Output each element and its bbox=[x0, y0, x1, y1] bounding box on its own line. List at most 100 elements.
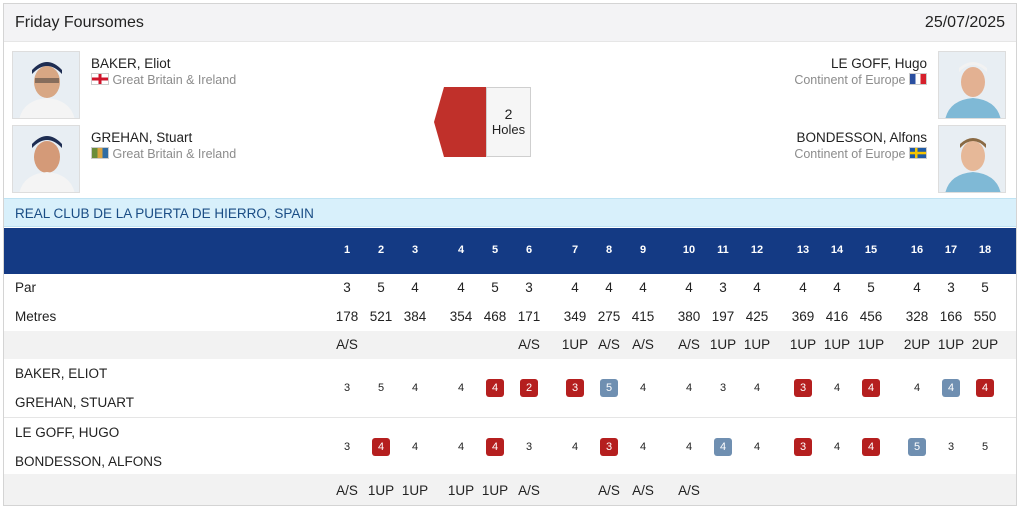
hole-number: 5 bbox=[491, 244, 499, 256]
hole-score: 4 bbox=[446, 438, 476, 456]
hole-score: 4 bbox=[400, 379, 430, 397]
match-status: A/S bbox=[336, 337, 358, 352]
metres-value: 275 bbox=[597, 309, 621, 324]
score-value: 3 bbox=[566, 379, 584, 397]
player-team-label: Great Britain & Ireland bbox=[112, 147, 237, 161]
hole-score: 4 bbox=[628, 379, 658, 397]
hole-score-won: 4 bbox=[856, 379, 886, 397]
hole-score-won: 4 bbox=[480, 379, 510, 397]
hole-score-won: 4 bbox=[970, 379, 1000, 397]
player-le-goff[interactable]: LE GOFF, Hugo Continent of Europe bbox=[606, 51, 1006, 119]
hole-number: 9 bbox=[639, 244, 647, 256]
score-value: 2 bbox=[520, 379, 538, 397]
match-status: A/S bbox=[518, 337, 540, 352]
metres-value: 349 bbox=[563, 309, 587, 324]
leader-arrow-icon bbox=[434, 87, 486, 157]
player-name: LE GOFF, Hugo bbox=[830, 56, 927, 71]
player-baker[interactable]: BAKER, Eliot Great Britain & Ireland bbox=[12, 51, 412, 119]
par-value: 4 bbox=[753, 280, 761, 295]
score-value: 5 bbox=[377, 382, 385, 394]
metres-value: 416 bbox=[825, 309, 849, 324]
score-value: 4 bbox=[639, 441, 647, 453]
hole-score-won: 4 bbox=[936, 379, 966, 397]
par-value: 5 bbox=[867, 280, 875, 295]
metres-value: 468 bbox=[483, 309, 507, 324]
par-value: 5 bbox=[491, 280, 499, 295]
match-status: A/S bbox=[598, 337, 620, 352]
row-divider bbox=[4, 417, 1016, 418]
metres-value: 166 bbox=[939, 309, 963, 324]
team-row-bottom[interactable]: LE GOFF, HUGO BONDESSON, ALFONS 3 4 4 4 4 3 4 3… bbox=[4, 418, 1016, 474]
score-value: 4 bbox=[486, 379, 504, 397]
hole-number: 15 bbox=[864, 244, 878, 256]
score-value: 4 bbox=[833, 441, 841, 453]
result-box: 2 Holes bbox=[486, 87, 531, 157]
hole-score: 5 bbox=[970, 438, 1000, 456]
par-row: Par 3 5 4 4 5 3 4 4 4 4 3 4 4 4 5 4 3 5 bbox=[4, 274, 1016, 303]
player-photo bbox=[12, 125, 80, 193]
metres-row: Metres 178 521 384 354 468 171 349 275 415 380 197… bbox=[4, 303, 1016, 331]
team-player-name: GREHAN, STUART bbox=[15, 395, 135, 410]
par-value: 4 bbox=[571, 280, 579, 295]
metres-value: 328 bbox=[905, 309, 929, 324]
score-value: 3 bbox=[343, 441, 351, 453]
score-value: 4 bbox=[753, 382, 761, 394]
hole-score: 3 bbox=[332, 379, 362, 397]
team-player-name: LE GOFF, HUGO bbox=[15, 425, 120, 440]
match-status: 1UP bbox=[367, 483, 395, 498]
player-grehan[interactable]: GREHAN, Stuart Great Britain & Ireland bbox=[12, 125, 412, 193]
metres-value: 380 bbox=[677, 309, 701, 324]
player-team: Continent of Europe bbox=[794, 147, 927, 161]
match-status: 1UP bbox=[937, 337, 965, 352]
match-status: 2UP bbox=[903, 337, 931, 352]
score-value: 3 bbox=[794, 438, 812, 456]
hole-score: 4 bbox=[822, 438, 852, 456]
hole-number: 17 bbox=[944, 244, 958, 256]
hole-score: 4 bbox=[742, 438, 772, 456]
match-status: A/S bbox=[598, 483, 620, 498]
player-team-label: Continent of Europe bbox=[794, 147, 906, 161]
par-value: 4 bbox=[913, 280, 921, 295]
status-row-bottom: A/S 1UP 1UP 1UP 1UP A/S A/S A/S A/S bbox=[4, 474, 1016, 505]
score-value: 4 bbox=[639, 382, 647, 394]
hole-score: 4 bbox=[674, 379, 704, 397]
score-value: 4 bbox=[714, 438, 732, 456]
score-value: 4 bbox=[685, 382, 693, 394]
score-value: 4 bbox=[411, 441, 419, 453]
player-name: BAKER, Eliot bbox=[91, 56, 171, 71]
par-value: 3 bbox=[719, 280, 727, 295]
par-value: 4 bbox=[685, 280, 693, 295]
hole-score: 4 bbox=[902, 379, 932, 397]
hole-number: 13 bbox=[796, 244, 810, 256]
hole-score-won: 3 bbox=[788, 438, 818, 456]
match-card: Friday Foursomes 25/07/2025 BAKER, Eliot… bbox=[3, 3, 1017, 506]
match-status: 1UP bbox=[561, 337, 589, 352]
metres-value: 550 bbox=[973, 309, 997, 324]
venue-bar: REAL CLUB DE LA PUERTA DE HIERRO, SPAIN bbox=[4, 198, 1016, 227]
score-value: 3 bbox=[525, 441, 533, 453]
score-value: 4 bbox=[942, 379, 960, 397]
hole-score: 4 bbox=[400, 438, 430, 456]
match-status: A/S bbox=[336, 483, 358, 498]
match-status: 1UP bbox=[709, 337, 737, 352]
hole-score: 3 bbox=[332, 438, 362, 456]
hole-number: 4 bbox=[457, 244, 465, 256]
hole-number: 11 bbox=[717, 244, 729, 256]
hole-number: 10 bbox=[682, 244, 696, 256]
score-value: 3 bbox=[794, 379, 812, 397]
team-player-name: BAKER, ELIOT bbox=[15, 366, 108, 381]
par-value: 4 bbox=[411, 280, 419, 295]
player-bondesson[interactable]: BONDESSON, Alfons Continent of Europe bbox=[606, 125, 1006, 193]
player-photo bbox=[938, 125, 1006, 193]
hole-score-won: 4 bbox=[856, 438, 886, 456]
hole-number: 14 bbox=[830, 244, 844, 256]
match-status: 1UP bbox=[743, 337, 771, 352]
player-team-label: Great Britain & Ireland bbox=[112, 73, 237, 87]
sweden-flag-icon bbox=[909, 147, 927, 159]
par-value: 4 bbox=[605, 280, 613, 295]
hole-score: 4 bbox=[742, 379, 772, 397]
player-team: Great Britain & Ireland bbox=[91, 73, 236, 87]
score-value: 4 bbox=[913, 382, 921, 394]
score-value: 5 bbox=[600, 379, 618, 397]
